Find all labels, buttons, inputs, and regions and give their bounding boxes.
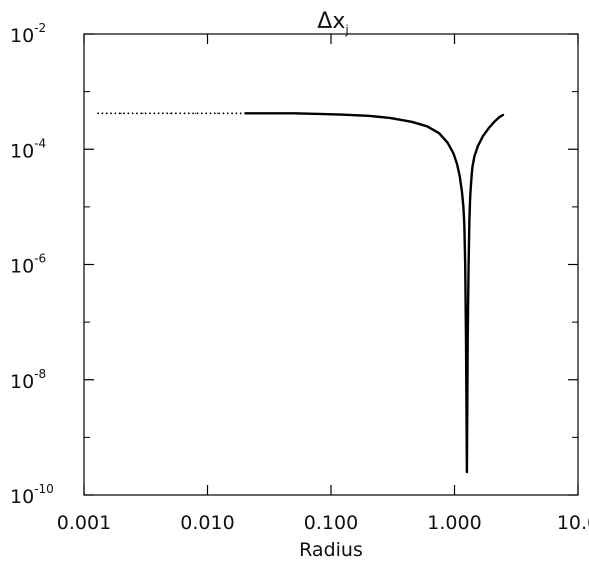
series-dot bbox=[226, 112, 229, 115]
series-dot bbox=[196, 112, 199, 115]
x-axis-label: Radius bbox=[299, 539, 363, 561]
series-dot bbox=[213, 112, 216, 115]
data-point bbox=[488, 127, 490, 129]
series-dot bbox=[170, 112, 173, 115]
data-point bbox=[473, 155, 476, 158]
series-dot bbox=[101, 112, 104, 115]
series-layer bbox=[97, 112, 505, 474]
y-tick-label: 10-8 bbox=[10, 367, 46, 393]
series-dot bbox=[157, 112, 160, 115]
data-point bbox=[477, 145, 479, 147]
data-point bbox=[464, 263, 466, 266]
series-dot bbox=[114, 112, 117, 115]
chart-title-text: Δxj bbox=[317, 9, 348, 37]
series-dot bbox=[192, 112, 195, 115]
data-point bbox=[503, 113, 505, 116]
series-dot bbox=[136, 112, 138, 115]
data-point bbox=[142, 112, 144, 114]
series-dot bbox=[140, 112, 143, 115]
data-point bbox=[194, 112, 197, 114]
data-point bbox=[467, 338, 469, 341]
data-point bbox=[471, 172, 473, 175]
y-tick-label: 10-2 bbox=[10, 21, 46, 47]
series-dot bbox=[110, 112, 112, 115]
data-point bbox=[467, 263, 470, 266]
data-point bbox=[340, 113, 342, 116]
data-point bbox=[293, 112, 295, 114]
y-tick-label: 10-4 bbox=[10, 136, 46, 162]
data-point bbox=[318, 113, 320, 115]
series-dot bbox=[123, 112, 125, 115]
x-tick-label: 0.001 bbox=[57, 512, 111, 534]
data-point bbox=[482, 135, 484, 137]
series-dot bbox=[174, 112, 177, 115]
data-point bbox=[411, 121, 413, 123]
data-point bbox=[438, 132, 440, 134]
series-dot bbox=[200, 112, 203, 115]
series-dot bbox=[144, 112, 147, 115]
series-dot bbox=[222, 112, 225, 115]
data-point bbox=[471, 165, 474, 168]
data-point bbox=[466, 471, 468, 473]
series-dot bbox=[235, 112, 238, 115]
series-dot bbox=[105, 112, 108, 115]
series-dot bbox=[149, 112, 151, 115]
data-point bbox=[465, 338, 467, 341]
series-line bbox=[244, 112, 505, 474]
x-tick-label: 10.0 bbox=[557, 512, 589, 534]
data-point bbox=[265, 112, 268, 114]
data-point bbox=[244, 112, 246, 114]
x-tick-label: 0.100 bbox=[304, 512, 358, 534]
data-point bbox=[470, 183, 472, 185]
series-dot bbox=[162, 112, 164, 115]
chart-title: Δxj bbox=[317, 9, 348, 37]
data-point bbox=[367, 115, 369, 117]
data-point bbox=[498, 116, 500, 118]
series-dot bbox=[231, 112, 233, 115]
series-dot bbox=[179, 112, 182, 115]
y-axis-ticks: 10-2 10-4 10-6 10-8 10-10 bbox=[10, 21, 578, 508]
y-tick-label: 10-10 bbox=[10, 482, 54, 508]
series-dot bbox=[166, 112, 169, 115]
series-dot bbox=[209, 112, 212, 115]
data-point bbox=[462, 206, 464, 208]
series-dot bbox=[183, 112, 186, 115]
series-dot bbox=[205, 112, 208, 115]
data-point bbox=[468, 219, 470, 221]
series-dot bbox=[218, 112, 221, 115]
series-dot bbox=[127, 112, 130, 115]
series-dot bbox=[239, 112, 242, 115]
data-point bbox=[469, 196, 471, 198]
series-dot bbox=[118, 112, 121, 115]
data-point bbox=[452, 152, 455, 154]
data-point bbox=[459, 174, 461, 177]
data-point bbox=[169, 112, 171, 114]
series-dot bbox=[153, 112, 156, 115]
series-dot bbox=[187, 112, 190, 115]
data-point bbox=[461, 191, 463, 193]
data-point bbox=[216, 112, 218, 114]
x-tick-label: 1.000 bbox=[427, 512, 481, 534]
data-point bbox=[97, 112, 99, 114]
x-axis-ticks: 0.001 0.010 0.100 1.000 10.0 bbox=[57, 34, 589, 534]
y-tick-label: 10-6 bbox=[10, 252, 46, 278]
series-dot bbox=[131, 112, 134, 115]
data-point bbox=[456, 163, 458, 165]
data-point bbox=[389, 117, 391, 119]
data-point bbox=[120, 112, 122, 114]
data-point bbox=[493, 121, 495, 123]
x-tick-label: 0.010 bbox=[180, 512, 234, 534]
data-point bbox=[426, 125, 428, 127]
data-point bbox=[447, 142, 449, 144]
data-point bbox=[463, 223, 465, 225]
